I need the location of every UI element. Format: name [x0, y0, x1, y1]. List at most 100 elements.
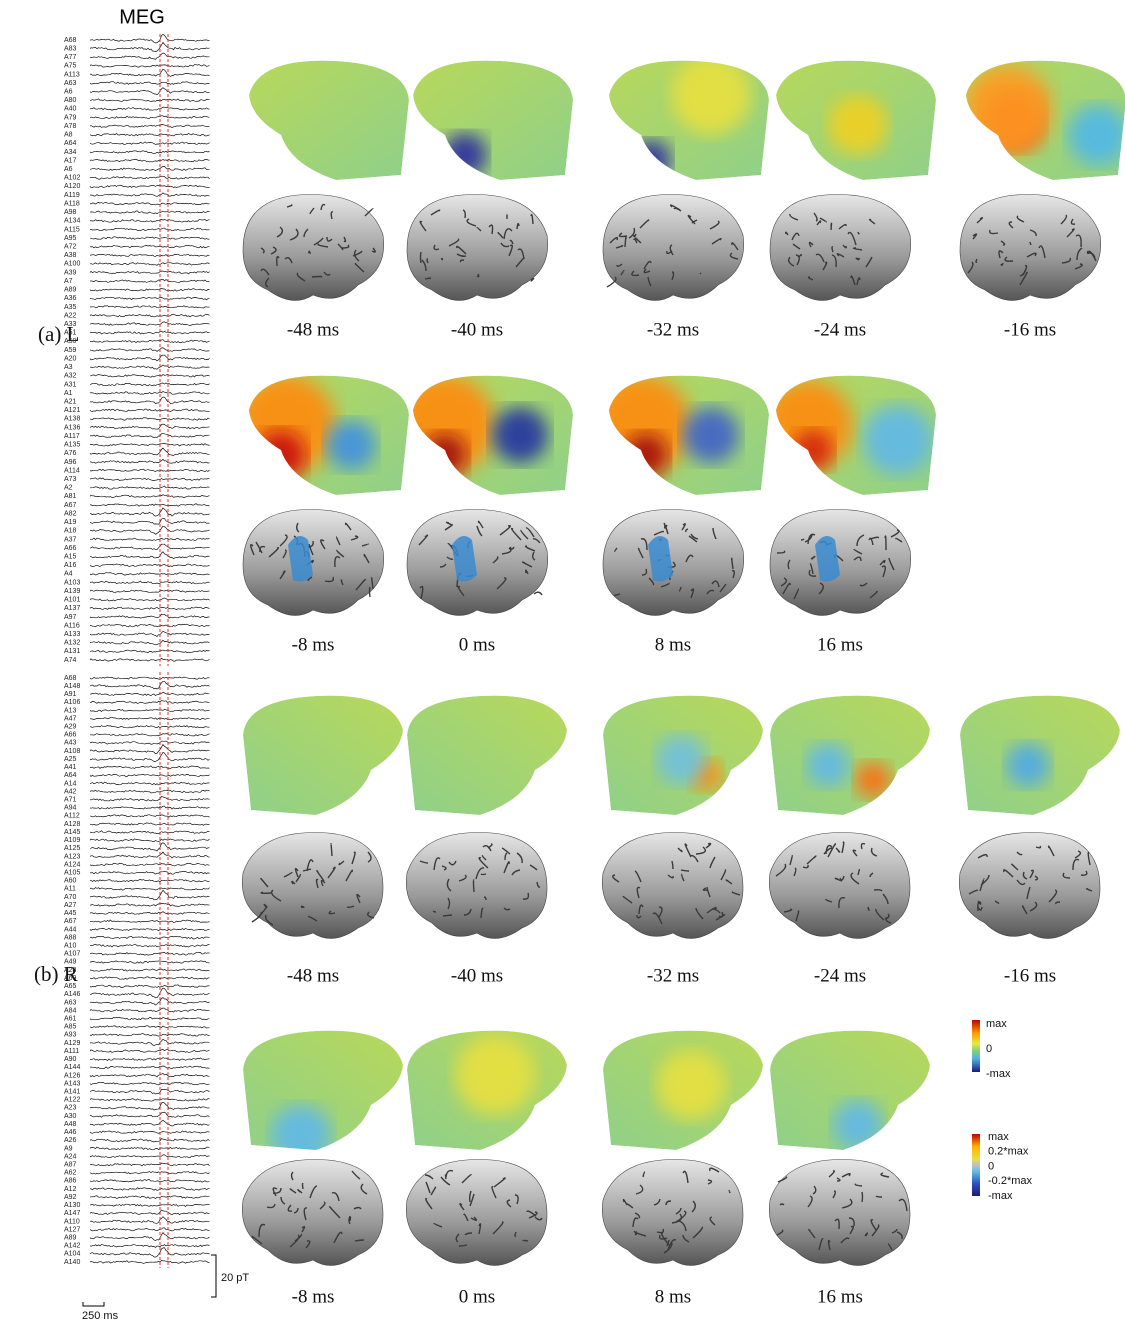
channel-label: A37: [64, 536, 77, 543]
meg-trace: [90, 796, 210, 801]
colorbar-label: 0.2*max: [988, 1146, 1029, 1158]
channel-label: A144: [64, 1064, 80, 1071]
meg-trace: [90, 782, 210, 785]
channel-label: A108: [64, 748, 80, 755]
channel-label: A91: [64, 691, 77, 698]
channel-label: A39: [64, 269, 77, 276]
channel-label: A61: [64, 1016, 77, 1023]
meg-trace: [90, 988, 210, 998]
colorbar-label: max: [986, 1018, 1007, 1030]
meg-trace: [90, 1204, 210, 1206]
meg-trace: [90, 469, 210, 472]
topomap: [963, 61, 1125, 180]
topomap-fill: [407, 1031, 567, 1150]
field-blob: [443, 133, 487, 177]
time-label: -16 ms: [1004, 319, 1056, 340]
meg-trace: [90, 1058, 210, 1061]
channel-label: A127: [64, 1226, 80, 1233]
meg-trace: [90, 116, 210, 119]
channel-label: A90: [64, 1056, 77, 1063]
channel-label: A43: [64, 740, 77, 747]
channel-label: A6: [64, 89, 73, 96]
field-blob: [855, 762, 891, 798]
meg-trace: [90, 444, 210, 447]
meg-trace: [90, 228, 210, 231]
meg-trace: [90, 1026, 210, 1028]
meg-trace: [90, 297, 210, 300]
channel-label: A119: [64, 192, 80, 199]
channel-label: A10: [64, 943, 77, 950]
brain-surface: [243, 510, 384, 616]
field-blob: [271, 1105, 331, 1165]
topomap: [407, 1031, 567, 1150]
meg-trace: [90, 631, 210, 636]
channel-label: A24: [64, 1153, 77, 1160]
channel-label: A51: [64, 330, 77, 337]
channel-label: A76: [64, 450, 77, 457]
brain-surface: [242, 833, 383, 939]
head-surface: [407, 696, 567, 815]
channel-label: A20: [64, 355, 77, 362]
channel-label: A111: [64, 1048, 79, 1055]
meg-trace: [90, 306, 210, 308]
meg-trace: [90, 53, 210, 59]
channel-label: A122: [64, 1097, 80, 1104]
amplitude-scale-label: 20 pT: [221, 1272, 249, 1284]
meg-trace: [90, 1034, 210, 1037]
channel-label: A109: [64, 837, 80, 844]
time-scale-bar: [83, 1302, 104, 1306]
channel-label: A78: [64, 123, 77, 130]
channel-label: A125: [64, 845, 80, 852]
channel-label: A64: [64, 772, 77, 779]
meg-trace: [90, 1196, 210, 1199]
channel-label: A29: [64, 724, 77, 731]
channel-label: A22: [64, 312, 77, 319]
meg-trace: [90, 920, 210, 923]
field-blob: [624, 433, 668, 477]
meg-trace: [90, 107, 210, 110]
brain-surface: [243, 195, 384, 301]
channel-label: A100: [64, 261, 80, 268]
meg-trace: [90, 831, 210, 834]
topomap-fill: [770, 696, 930, 815]
channel-label: A59: [64, 347, 77, 354]
time-label: -8 ms: [292, 1286, 335, 1307]
channel-label: A98: [64, 209, 77, 216]
topomap-fill: [776, 61, 936, 180]
channel-label: A47: [64, 715, 77, 722]
channel-label: A84: [64, 1007, 77, 1014]
meg-trace: [90, 564, 210, 567]
brain-surface: [769, 1160, 910, 1266]
channel-label: A143: [64, 1080, 80, 1087]
meg-trace: [90, 202, 210, 205]
channel-label: A79: [64, 114, 77, 121]
channel-label: A110: [64, 1218, 80, 1225]
meg-trace: [90, 383, 210, 386]
channel-label: A115: [64, 226, 80, 233]
sulcus: [700, 273, 701, 274]
channel-label: A28: [64, 967, 77, 974]
channel-label: A146: [64, 991, 80, 998]
meg-trace: [90, 998, 210, 1005]
meg-trace: [90, 581, 210, 584]
channel-label: A71: [64, 797, 77, 804]
topomap-fill: [413, 61, 573, 180]
meg-trace: [90, 852, 210, 858]
meg-trace: [90, 237, 210, 240]
topomap-fill: [770, 1031, 930, 1150]
meg-trace: [90, 245, 210, 248]
meg-trace: [90, 459, 210, 463]
field-blob: [591, 375, 691, 475]
topomap: [763, 376, 936, 495]
field-blob: [1006, 743, 1050, 787]
channel-label: A80: [64, 97, 77, 104]
meg-trace: [90, 185, 210, 187]
meg-trace: [90, 69, 210, 76]
meg-trace: [90, 142, 210, 145]
channel-label: A15: [64, 554, 77, 561]
meg-trace: [90, 271, 210, 274]
channel-label: A32: [64, 373, 77, 380]
sulcus: [534, 592, 542, 595]
channel-label: A121: [64, 407, 80, 414]
meg-trace: [90, 969, 210, 972]
